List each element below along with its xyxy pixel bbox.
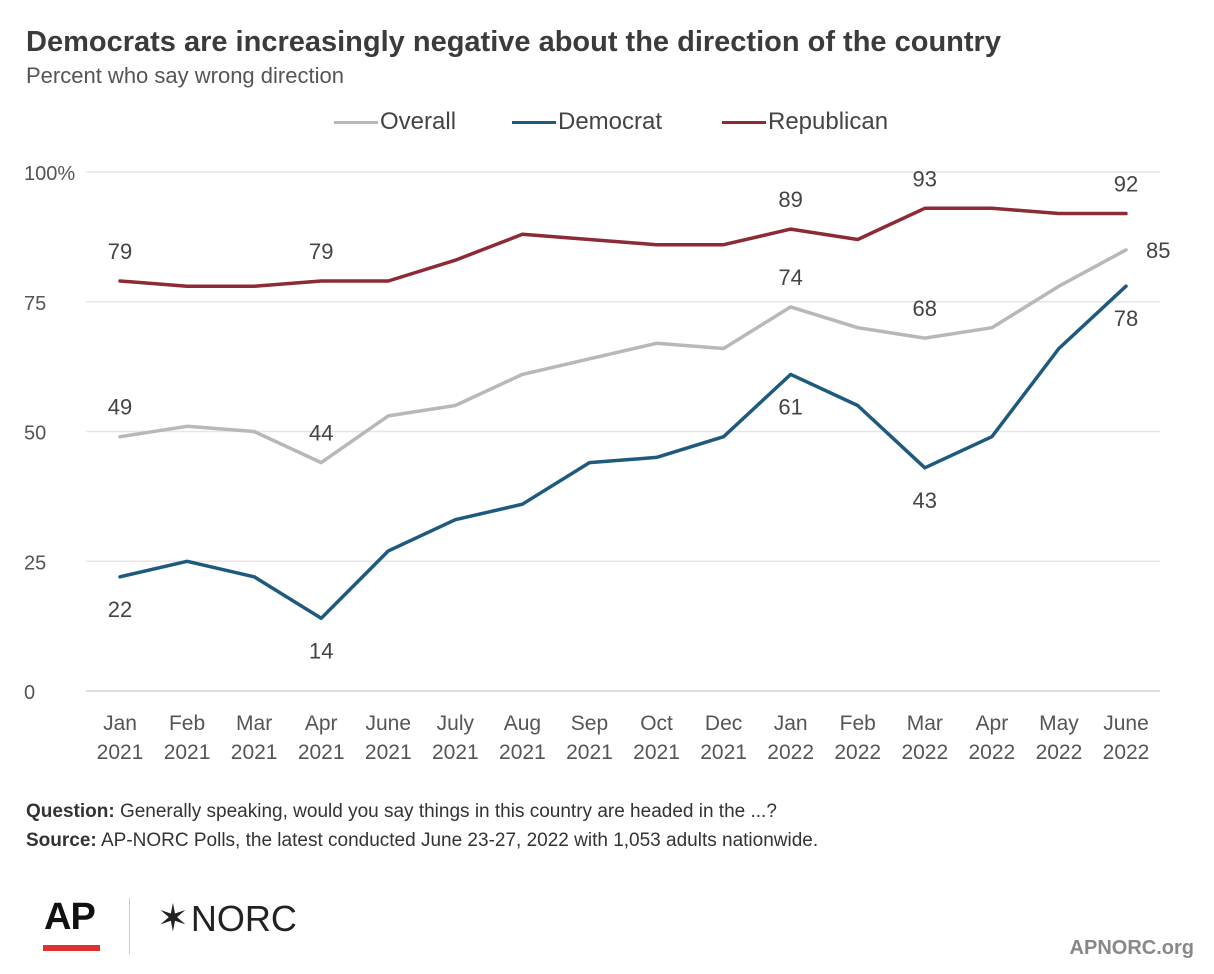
legend-label-democrat: Democrat — [558, 108, 663, 135]
data-label: 89 — [778, 187, 802, 212]
data-label: 49 — [108, 395, 132, 420]
x-tick-label: Apr 2022 — [969, 712, 1016, 764]
data-label: 79 — [108, 239, 132, 264]
line-chart: 0 25 50 75 100% Jan 2021 Feb 2021 Mar 2021 Apr 2021 J… — [24, 163, 1170, 764]
x-tick-label: Jan 2021 — [97, 712, 144, 764]
chart-subtitle: Percent who say wrong direction — [26, 63, 344, 88]
data-label: 14 — [309, 638, 333, 663]
data-label: 78 — [1114, 306, 1138, 331]
legend-item-republican: Republican — [722, 106, 888, 138]
legend-swatch-democrat — [512, 120, 556, 124]
question-note: Question: Generally speaking, would you … — [26, 797, 818, 826]
data-label: 22 — [108, 597, 132, 622]
chart-legend: Overall Democrat Republican — [0, 106, 1214, 138]
legend-swatch-overall — [334, 120, 378, 124]
logo-divider — [129, 898, 130, 954]
data-label: 85 — [1146, 238, 1170, 263]
data-label: 79 — [309, 239, 333, 264]
data-label: 74 — [778, 265, 802, 290]
x-tick-label: Apr 2021 — [298, 712, 345, 764]
x-tick-label: Feb 2022 — [834, 712, 881, 764]
x-tick-label: Oct 2021 — [633, 712, 680, 764]
series-line-overall — [118, 248, 1128, 465]
x-tick-label: Sep 2021 — [566, 712, 613, 764]
y-tick-label: 100% — [24, 163, 75, 185]
data-label: 44 — [309, 421, 333, 446]
legend-label-overall: Overall — [380, 108, 457, 135]
data-label: 43 — [913, 488, 937, 513]
question-label: Question: — [26, 801, 115, 822]
x-tick-label: June 2021 — [365, 712, 412, 764]
norc-logo: ✶ NORC — [157, 896, 297, 941]
source-text: AP-NORC Polls, the latest conducted June… — [96, 830, 819, 851]
x-tick-label: June 2022 — [1103, 712, 1150, 764]
legend-swatch-republican — [722, 120, 766, 124]
data-label: 93 — [913, 166, 937, 191]
x-tick-label: Dec 2021 — [700, 712, 747, 764]
x-tick-label: Mar 2021 — [231, 712, 278, 764]
series-line-democrat — [118, 284, 1128, 621]
x-tick-label: Jan 2022 — [767, 712, 814, 764]
legend-item-overall: Overall — [334, 106, 456, 138]
chart-notes: Question: Generally speaking, would you … — [26, 797, 818, 855]
chart-title: Democrats are increasingly negative abou… — [26, 26, 1001, 58]
y-tick-label: 0 — [24, 682, 35, 704]
y-tick-label: 50 — [24, 423, 46, 445]
data-label: 68 — [913, 296, 937, 321]
source-note: Source: AP-NORC Polls, the latest conduc… — [26, 826, 818, 855]
ap-logo-underline — [43, 945, 100, 951]
site-url: APNORC.org — [1069, 937, 1194, 959]
legend-item-democrat: Democrat — [512, 106, 662, 138]
data-label: 92 — [1114, 172, 1138, 197]
question-text: Generally speaking, would you say things… — [114, 801, 777, 822]
x-tick-label: Feb 2021 — [164, 712, 211, 764]
asterisk-star-icon: ✶ — [157, 898, 189, 940]
x-tick-label: Mar 2022 — [901, 712, 948, 764]
x-tick-label: July 2021 — [432, 712, 479, 764]
series-line-republican — [118, 206, 1128, 288]
data-label: 61 — [778, 394, 802, 419]
x-tick-label: May 2022 — [1036, 712, 1083, 764]
ap-logo: AP — [44, 896, 96, 938]
legend-label-republican: Republican — [768, 108, 889, 135]
y-tick-label: 25 — [24, 552, 46, 574]
x-tick-label: Aug 2021 — [499, 712, 546, 764]
y-tick-label: 75 — [24, 293, 46, 315]
norc-logo-text: NORC — [190, 897, 297, 939]
source-label: Source: — [26, 830, 97, 851]
